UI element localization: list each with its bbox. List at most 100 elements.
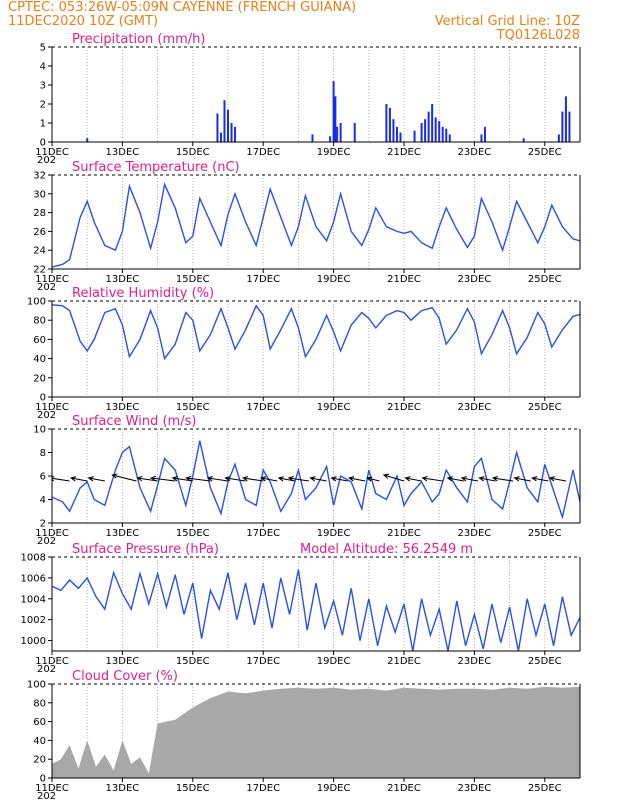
panel-plot-area [52, 182, 580, 268]
wind-vector [224, 475, 246, 482]
x-tick-label: 11DEC [35, 783, 69, 794]
series-line [52, 569, 580, 651]
precip-bar [234, 126, 237, 142]
panel-stack: 0 1 2 3 4 5 11DEC 13DEC 15DEC 17DEC 19DEC 21DEC 23DE… [21, 32, 581, 800]
panel-title: Surface Wind (m/s) [72, 414, 196, 429]
wind-vector [69, 476, 88, 482]
precip-bar [216, 113, 219, 142]
wind-vector [185, 475, 211, 482]
precip-bar [420, 123, 423, 142]
wind-vector [348, 476, 366, 482]
precip-bar [445, 128, 448, 142]
precip-bar [336, 126, 339, 142]
y-tick-label: 60 [33, 335, 46, 346]
panel-3: 0 20 40 60 80 100 11DEC 13DEC 15DEC 17DEC 19DEC 21D… [27, 286, 581, 421]
panel-plot-area [52, 440, 580, 520]
y-tick-label: 1006 [21, 573, 46, 584]
panel-title: Surface Pressure (hPa) [72, 542, 219, 557]
precip-bar [564, 96, 567, 142]
x-tick-label: 21DEC [387, 274, 421, 285]
wind-vector [87, 476, 105, 482]
y-tick-label: 100 [27, 680, 46, 691]
x-tick-label: 19DEC [317, 528, 351, 539]
panel-title: Precipitation (mm/h) [72, 32, 205, 47]
wind-vector [446, 476, 464, 482]
x-tick-label: 19DEC [317, 783, 351, 794]
y-tick-label: 28 [33, 208, 46, 219]
x-tick-label: 21DEC [387, 528, 421, 539]
y-tick-label: 1008 [21, 553, 46, 564]
x-tick-label: 15DEC [176, 402, 210, 413]
x-tick-label: 13DEC [106, 402, 140, 413]
x-tick-label: 11DEC [35, 656, 69, 667]
x-tick-label: 11DEC [35, 528, 69, 539]
x-tick-label: 13DEC [106, 528, 140, 539]
cloud-cover-area [52, 686, 580, 778]
x-tick-label: 21DEC [387, 783, 421, 794]
x-year-label: 202 [37, 155, 56, 166]
x-tick-label: 17DEC [246, 783, 280, 794]
x-year-label: 202 [37, 664, 56, 675]
panel-5: 1000 1002 1004 1006 1008 11DEC 13DEC 15DEC 17DEC… [21, 542, 581, 675]
x-tick-label: 23DEC [458, 147, 492, 158]
x-tick-label: 25DEC [528, 274, 562, 285]
panel-title: Surface Temperature (nC) [72, 160, 240, 175]
x-tick-label: 17DEC [246, 274, 280, 285]
x-tick-label: 25DEC [528, 402, 562, 413]
precip-bar [329, 136, 332, 142]
x-tick-label: 23DEC [458, 656, 492, 667]
y-tick-label: 40 [33, 354, 46, 365]
precip-bar [522, 138, 525, 142]
wind-vector [513, 476, 531, 482]
wind-vector [330, 476, 348, 482]
wind-vector [460, 476, 479, 482]
x-tick-label: 25DEC [528, 783, 562, 794]
precip-bar [332, 81, 335, 142]
x-tick-label: 25DEC [528, 528, 562, 539]
precip-bar [448, 134, 451, 142]
precip-bar [413, 130, 416, 142]
series-line [52, 304, 580, 361]
y-tick-label: 10 [33, 425, 46, 436]
x-tick-label: 19DEC [317, 402, 351, 413]
y-tick-label: 30 [33, 189, 46, 200]
y-tick-label: 8 [40, 448, 46, 459]
x-tick-label: 15DEC [176, 528, 210, 539]
y-tick-label: 1002 [21, 615, 46, 626]
y-tick-label: 0 [40, 393, 46, 404]
precip-bar [385, 104, 388, 142]
y-tick-label: 0 [40, 138, 46, 149]
x-tick-label: 21DEC [387, 147, 421, 158]
header-datetime: 11DEC2020 10Z (GMT) [8, 14, 158, 29]
y-tick-label: 60 [33, 717, 46, 728]
y-tick-label: 2 [40, 519, 46, 530]
x-tick-label: 13DEC [106, 656, 140, 667]
x-tick-label: 25DEC [528, 656, 562, 667]
series-line [52, 182, 580, 268]
x-tick-label: 21DEC [387, 402, 421, 413]
precip-bar [441, 126, 444, 142]
precip-bar [86, 138, 89, 142]
x-tick-label: 17DEC [246, 402, 280, 413]
wind-vector [149, 475, 176, 482]
panel-4: 2 4 6 8 10 11DEC 13DEC 15DEC 17DEC 19DEC 21DEC 23DE… [33, 414, 581, 547]
x-tick-label: 11DEC [35, 274, 69, 285]
x-tick-label: 21DEC [387, 656, 421, 667]
y-tick-label: 20 [33, 373, 46, 384]
x-year-label: 202 [37, 536, 56, 547]
panel-annotation: Model Altitude: 56.2549 m [300, 542, 473, 557]
y-tick-label: 80 [33, 316, 46, 327]
y-tick-label: 1 [40, 119, 46, 130]
precip-bar [223, 100, 226, 142]
x-tick-label: 17DEC [246, 656, 280, 667]
precip-bar [353, 123, 356, 142]
x-tick-label: 13DEC [106, 783, 140, 794]
x-tick-label: 15DEC [176, 147, 210, 158]
panel-plot-area [52, 569, 580, 651]
wind-vector [382, 473, 405, 482]
y-tick-label: 40 [33, 736, 46, 747]
x-tick-label: 25DEC [528, 147, 562, 158]
precip-bar [334, 96, 337, 142]
header-model-code: TQ0126L028 [496, 28, 580, 43]
